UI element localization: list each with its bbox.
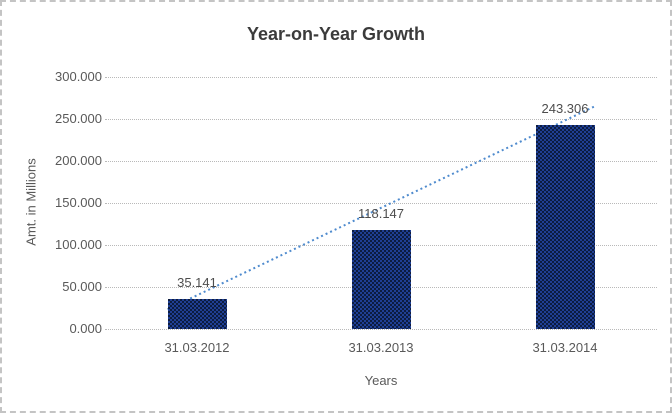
y-tick-label: 100.000 [55,237,102,252]
gridline [105,77,657,78]
bar-31.03.2014 [535,124,595,329]
gridline [105,119,657,120]
gridline [105,329,657,330]
y-tick-label: 150.000 [55,195,102,210]
chart-title: Year-on-Year Growth [246,24,426,44]
x-category-label: 31.03.2013 [348,340,414,355]
data-label: 35.141 [177,275,217,291]
x-axis-title: Years [364,373,398,388]
y-tick-label: 250.000 [55,111,102,126]
bar-31.03.2012 [167,299,227,329]
x-category-label: 31.03.2012 [164,340,230,355]
y-tick-label: 50.000 [62,279,102,294]
y-tick-label: 300.000 [55,69,102,84]
y-tick-label: 200.000 [55,153,102,168]
trendline [167,104,597,311]
x-category-label: 31.03.2014 [532,340,598,355]
gridline [105,161,657,162]
data-label: 118.147 [357,205,405,221]
data-label: 243.306 [541,100,589,116]
plot-area: 35.141 118.147 243.306 [105,77,657,330]
y-tick-label: 0.000 [69,321,102,336]
bar-31.03.2013 [351,229,411,329]
gridline [105,203,657,204]
